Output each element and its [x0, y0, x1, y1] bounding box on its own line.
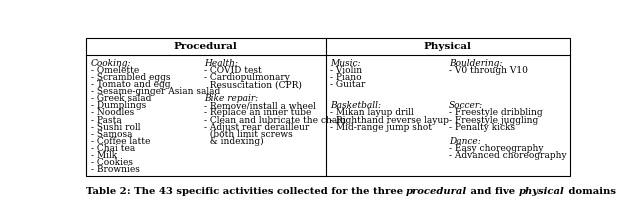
Text: - V0 through V10: - V0 through V10 — [449, 66, 528, 75]
Text: domains: domains — [564, 187, 616, 196]
Text: & indexing): & indexing) — [204, 137, 264, 146]
Text: Procedural: Procedural — [174, 42, 237, 51]
Text: - Clean and lubricate the chain: - Clean and lubricate the chain — [204, 116, 346, 125]
Text: - Freestyle dribbling: - Freestyle dribbling — [449, 109, 543, 118]
Text: - Violin: - Violin — [330, 66, 363, 75]
Text: - Greek salad: - Greek salad — [91, 94, 151, 103]
Text: Bike repair:: Bike repair: — [204, 94, 258, 103]
Text: - Sesame-ginger Asian salad: - Sesame-ginger Asian salad — [91, 87, 220, 96]
Text: - Scrambled eggs: - Scrambled eggs — [91, 73, 170, 82]
Text: - Milk: - Milk — [91, 151, 117, 160]
Text: - Omelette: - Omelette — [91, 66, 139, 75]
Text: - Guitar: - Guitar — [330, 80, 366, 89]
Text: - Replace an inner tube: - Replace an inner tube — [204, 109, 312, 118]
Text: - Righthand reverse layup: - Righthand reverse layup — [330, 116, 449, 125]
Text: Cooking:: Cooking: — [91, 59, 131, 68]
Text: - Dumplings: - Dumplings — [91, 101, 146, 110]
Text: Physical: Physical — [424, 42, 472, 51]
Text: Dance:: Dance: — [449, 137, 481, 146]
Text: : The 43 specific activities collected for the three: : The 43 specific activities collected f… — [127, 187, 406, 196]
Text: - Cookies: - Cookies — [91, 158, 133, 167]
Text: - Adjust rear derailleur: - Adjust rear derailleur — [204, 123, 309, 132]
Text: procedural: procedural — [406, 187, 467, 196]
Text: Bouldering:: Bouldering: — [449, 59, 502, 68]
Text: - Remove/install a wheel: - Remove/install a wheel — [204, 101, 316, 110]
Text: - Samosa: - Samosa — [91, 130, 132, 139]
Text: - Tomato and egg: - Tomato and egg — [91, 80, 170, 89]
Text: and five: and five — [467, 187, 519, 196]
Text: Soccer:: Soccer: — [449, 101, 483, 110]
Text: - Mid-range jump shot: - Mid-range jump shot — [330, 123, 433, 132]
Text: - Cardiopulmonary: - Cardiopulmonary — [204, 73, 290, 82]
Text: - Brownies: - Brownies — [91, 165, 140, 174]
Text: - Sushi roll: - Sushi roll — [91, 123, 140, 132]
Text: Health:: Health: — [204, 59, 238, 68]
Text: - COVID test: - COVID test — [204, 66, 262, 75]
Text: - Easy choreography: - Easy choreography — [449, 144, 543, 153]
Text: Basketball:: Basketball: — [330, 101, 381, 110]
Text: (both limit screws: (both limit screws — [204, 130, 292, 139]
Text: Resuscitation (CPR): Resuscitation (CPR) — [204, 80, 302, 89]
Text: - Noodles: - Noodles — [91, 109, 134, 118]
Text: physical: physical — [519, 187, 564, 196]
Text: - Pasta: - Pasta — [91, 116, 122, 125]
Text: - Penalty kicks: - Penalty kicks — [449, 123, 515, 132]
Text: - Piano: - Piano — [330, 73, 362, 82]
Text: - Freestyle juggling: - Freestyle juggling — [449, 116, 538, 125]
Text: - Mikan layup drill: - Mikan layup drill — [330, 109, 414, 118]
Text: - Advanced choreography: - Advanced choreography — [449, 151, 566, 160]
Text: Table 2: Table 2 — [86, 187, 127, 196]
Text: - Chai tea: - Chai tea — [91, 144, 135, 153]
Text: - Coffee latte: - Coffee latte — [91, 137, 150, 146]
FancyBboxPatch shape — [86, 38, 570, 176]
Text: Music:: Music: — [330, 59, 361, 68]
